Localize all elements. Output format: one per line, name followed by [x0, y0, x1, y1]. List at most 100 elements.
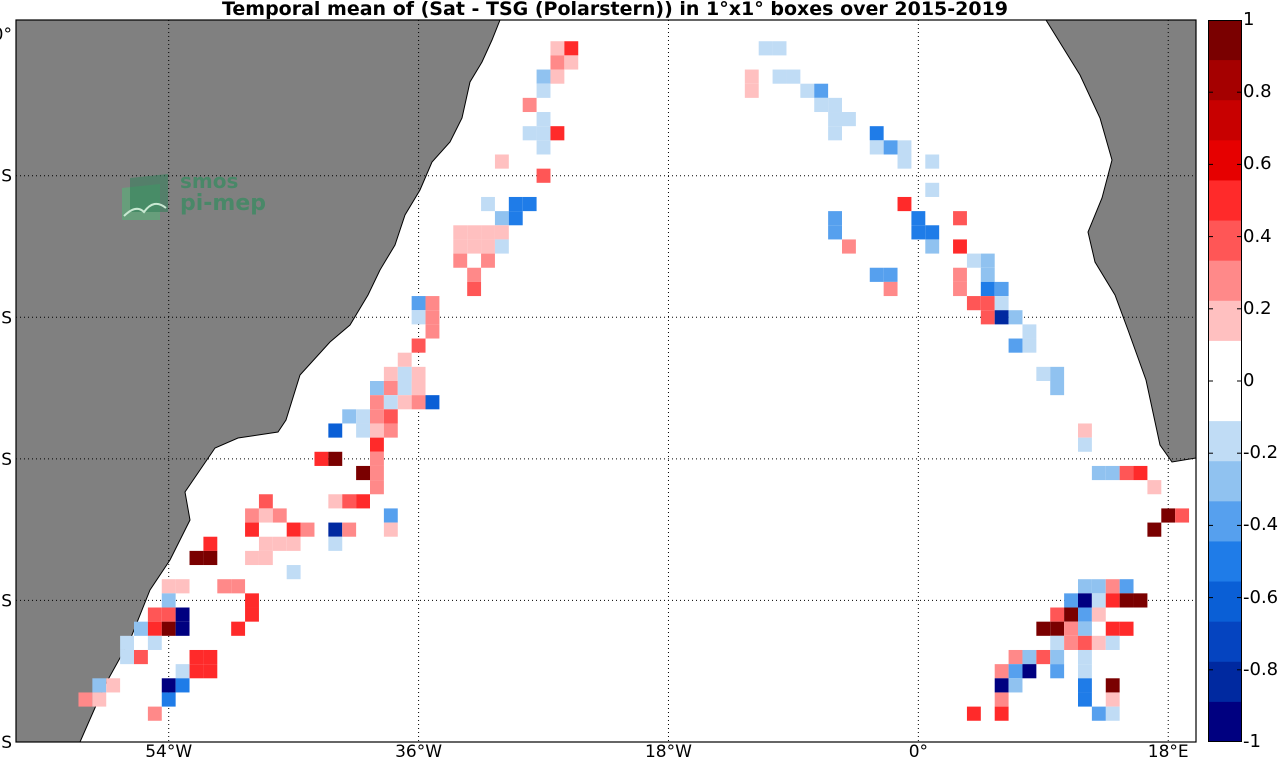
data-cell	[814, 83, 829, 98]
data-cell	[953, 211, 967, 226]
data-cell	[1078, 635, 1092, 650]
colorbar-band	[1208, 60, 1242, 101]
colorbar-tick-label: -0.8	[1243, 658, 1279, 680]
lat-tick-label: 0°	[0, 25, 12, 45]
data-cell	[522, 196, 537, 212]
lat-tick-label: 40°S	[0, 591, 12, 611]
colorbar-tick-label: 1	[1243, 9, 1255, 30]
data-cell	[328, 451, 343, 466]
data-cell	[536, 83, 551, 98]
data-cell	[994, 678, 1009, 693]
data-cell	[1064, 621, 1078, 636]
data-cell	[1147, 480, 1162, 495]
data-cell	[467, 239, 482, 254]
data-cell	[189, 664, 204, 679]
data-cell	[828, 126, 842, 141]
data-cell	[1161, 508, 1176, 523]
data-cell	[356, 409, 370, 424]
data-cell	[1008, 338, 1023, 353]
data-cell	[425, 395, 440, 410]
data-cell	[1105, 465, 1120, 481]
colorbar-band	[1208, 220, 1242, 262]
data-cell	[175, 621, 190, 636]
data-cell	[1078, 692, 1092, 707]
data-cell	[425, 296, 440, 311]
data-cell	[272, 536, 287, 551]
data-cell	[134, 621, 148, 636]
data-cell	[786, 69, 801, 84]
data-cell	[842, 112, 856, 127]
colorbar-tick-label: -1	[1243, 731, 1261, 752]
data-cell	[383, 381, 398, 396]
data-cell	[1064, 593, 1078, 608]
data-cell	[120, 649, 134, 665]
data-cell	[883, 140, 898, 155]
data-cell	[1036, 621, 1051, 636]
data-cell	[1105, 579, 1120, 594]
data-cell	[1036, 366, 1051, 381]
data-cell	[1091, 593, 1106, 608]
data-cell	[1105, 678, 1120, 693]
data-cell	[161, 621, 176, 636]
data-cells	[78, 41, 1190, 721]
data-cell	[370, 395, 384, 410]
data-cell	[980, 310, 995, 325]
data-cell	[370, 465, 384, 481]
data-cell	[245, 550, 259, 566]
data-cell	[1078, 649, 1092, 665]
data-cell	[1119, 579, 1134, 594]
data-cell	[300, 522, 315, 537]
data-cell	[980, 267, 995, 282]
data-cell	[1022, 649, 1037, 665]
data-cell	[258, 536, 273, 551]
data-cell	[869, 267, 884, 282]
data-cell	[425, 310, 440, 325]
data-cell	[1133, 465, 1148, 481]
data-cell	[897, 154, 912, 169]
data-cell	[397, 381, 412, 396]
data-cell	[370, 381, 384, 396]
data-cell	[925, 239, 940, 254]
colorbar-tick-label: -0.6	[1243, 586, 1279, 608]
data-cell	[1050, 649, 1065, 665]
data-cell	[258, 550, 273, 566]
data-cell	[550, 55, 565, 70]
data-cell	[286, 565, 301, 580]
data-cell	[1119, 593, 1134, 608]
data-cell	[953, 239, 967, 254]
data-cell	[508, 211, 523, 226]
data-cell	[245, 522, 259, 537]
data-cell	[925, 225, 940, 240]
data-cell	[1105, 635, 1120, 650]
data-cell	[481, 225, 495, 240]
data-cell	[161, 579, 176, 594]
data-cell	[550, 41, 565, 56]
south-america-landmass	[16, 20, 501, 742]
colorbar-tick-label: -0.2	[1243, 442, 1279, 464]
data-cell	[383, 395, 398, 410]
data-cell	[1050, 607, 1065, 622]
data-cell	[1050, 635, 1065, 650]
data-cell	[772, 41, 787, 56]
data-cell	[1050, 366, 1065, 381]
data-cell	[1091, 579, 1106, 594]
colorbar	[1208, 20, 1242, 742]
data-cell	[328, 494, 343, 509]
lon-tick-label: 18°W	[645, 742, 692, 761]
data-cell	[1050, 621, 1065, 636]
data-cell	[828, 97, 842, 113]
data-cell	[1091, 607, 1106, 622]
data-cell	[1105, 692, 1120, 707]
data-cell	[328, 536, 343, 551]
data-cell	[828, 225, 842, 240]
data-cell	[828, 211, 842, 226]
data-cell	[1050, 664, 1065, 679]
data-cell	[467, 281, 482, 297]
colorbar-band	[1208, 300, 1242, 342]
data-cell	[453, 253, 468, 268]
data-cell	[994, 296, 1009, 311]
data-cell	[1008, 649, 1023, 665]
colorbar-band	[1208, 701, 1242, 742]
data-cell	[1105, 621, 1120, 636]
data-cell	[536, 140, 551, 155]
